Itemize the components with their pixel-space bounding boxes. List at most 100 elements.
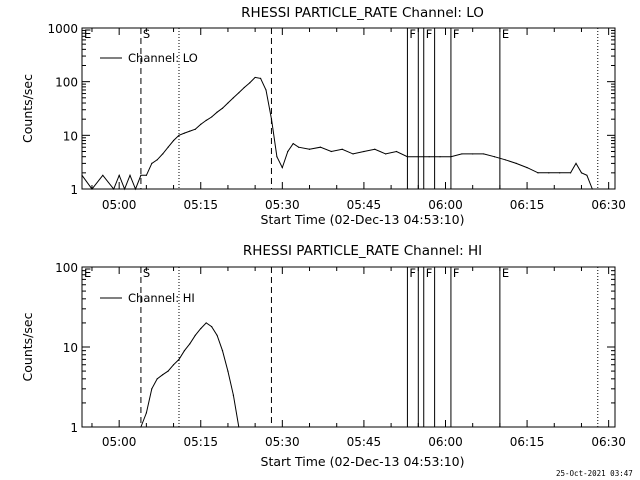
data-point [216,111,218,113]
data-point [232,97,234,99]
chart-title: RHESSI PARTICLE_RATE Channel: LO [241,5,484,21]
data-point [417,156,419,158]
data-point [205,322,207,324]
chart-title: RHESSI PARTICLE_RATE Channel: HI [243,243,482,259]
data-point [81,174,83,176]
data-point [134,188,137,190]
data-point [205,119,207,121]
y-tick-label: 1 [70,421,78,435]
x-tick-label: 06:00 [428,435,463,449]
footer-timestamp: 25-Oct-2021 03:47 [556,469,633,478]
data-point [232,394,234,396]
x-axis-label: Start Time (02-Dec-13 04:53:10) [261,212,465,227]
data-point [113,188,115,190]
data-point [439,156,441,158]
y-tick-label: 1 [70,183,78,197]
data-point [162,153,164,155]
x-tick-label: 06:15 [510,198,545,212]
data-point [341,148,343,150]
data-point [221,350,224,352]
data-point [145,412,147,414]
event-marker-label: S [143,266,150,280]
plot-frame [81,27,616,190]
data-point [238,426,240,428]
legend-label: Channel: LO [128,51,198,65]
data-point [308,148,311,150]
data-point [298,146,300,148]
data-point [259,77,262,80]
event-marker-label: F [409,266,416,280]
x-tick-label: 06:30 [591,198,626,212]
data-point [227,370,229,372]
data-point [151,162,153,164]
data-point [265,89,267,91]
y-axis-label: Counts/sec [20,312,35,381]
y-tick-label: 100 [55,261,78,275]
data-point [194,334,196,336]
data-point [374,148,376,150]
data-point [200,327,202,330]
data-point [140,174,142,176]
y-tick-label: 10 [63,129,78,143]
data-point [586,174,588,176]
data-point [406,156,409,158]
event-marker-label: F [426,27,433,41]
data-point [472,153,474,155]
data-point [189,130,191,132]
data-point [102,174,104,176]
x-axis-label: Start Time (02-Dec-13 04:53:10) [261,454,465,469]
event-marker-label: E [84,27,91,41]
data-point [515,162,517,164]
data-point [569,172,572,174]
data-point [270,118,273,120]
data-point [151,388,153,390]
data-point [227,102,229,104]
data-point [91,188,93,190]
event-marker-label: E [502,266,509,280]
data-point [352,153,354,155]
event-marker-label: F [453,266,460,280]
data-point [287,150,289,153]
data-point [395,150,398,153]
data-point [243,86,245,89]
x-tick-label: 05:15 [183,198,218,212]
data-point [319,146,321,148]
data-point [363,150,365,153]
data-point [178,358,180,360]
data-point [183,350,186,352]
data-point [537,172,539,174]
data-point [504,159,506,161]
data-point [211,325,213,328]
data-point [493,156,496,158]
y-tick-label: 10 [63,341,78,355]
event-marker-label: F [409,27,416,41]
data-point [118,174,120,176]
data-point [292,143,294,145]
data-point [172,364,175,366]
event-marker-label: E [502,27,509,41]
data-point [124,188,126,190]
data-point [580,172,583,174]
data-point [183,132,186,134]
data-point [145,174,147,176]
data-point [254,76,256,79]
data-point [238,92,240,94]
x-tick-label: 05:00 [102,435,137,449]
data-point [249,82,251,84]
event-marker-label: F [453,27,460,41]
data-point [178,134,180,136]
y-tick-label: 100 [55,76,78,90]
x-tick-label: 05:45 [347,198,382,212]
legend-label: Channel: HI [128,291,195,305]
event-marker-label: E [84,266,91,280]
data-point [156,159,158,161]
data-point [200,123,202,125]
data-point [216,334,218,336]
y-tick-label: 1000 [47,22,78,36]
x-tick-label: 05:30 [265,435,300,449]
x-tick-label: 06:30 [591,435,626,449]
data-point [428,156,430,158]
data-point [189,343,191,345]
event-marker-label: F [426,266,433,280]
